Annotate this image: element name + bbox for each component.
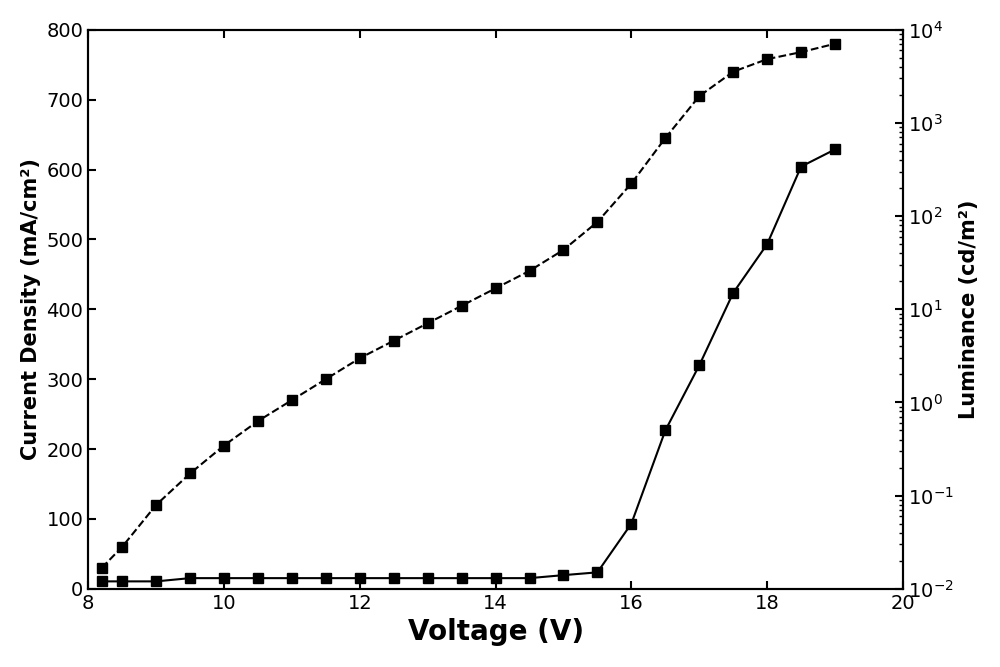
Y-axis label: Current Density (mA/cm²): Current Density (mA/cm²) <box>21 158 41 460</box>
X-axis label: Voltage (V): Voltage (V) <box>408 618 584 646</box>
Y-axis label: Luminance (cd/m²): Luminance (cd/m²) <box>959 199 979 419</box>
